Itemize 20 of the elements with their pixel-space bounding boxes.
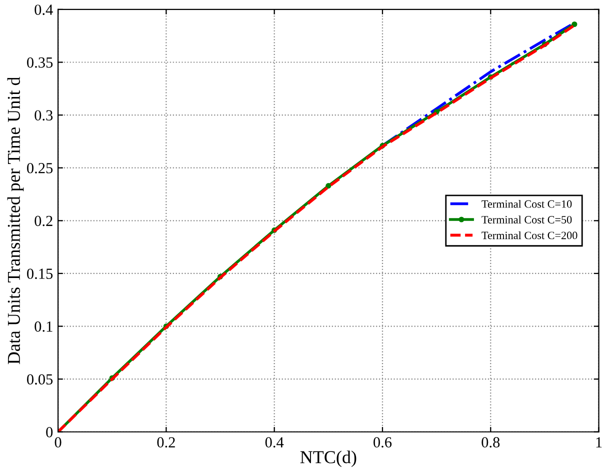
x-axis-title: NTC(d) <box>300 450 356 467</box>
y-tick-label: 0.15 <box>27 268 53 279</box>
y-tick-label: 0.2 <box>34 216 52 226</box>
x-tick-label: 0.4 <box>265 437 284 448</box>
legend-label: Terminal Cost C=200 <box>482 231 578 240</box>
y-axis-title: Data Units Transmitted per Time Unit d <box>7 76 24 364</box>
x-tick-label: 0 <box>54 437 62 448</box>
y-tick-label: 0.35 <box>27 57 53 68</box>
x-tick-label: 1 <box>596 437 602 448</box>
x-tick-label: 0.8 <box>482 437 500 448</box>
y-tick-label: 0 <box>46 427 53 438</box>
x-tick-label: 0.6 <box>374 437 392 448</box>
y-tick-label: 0.3 <box>34 110 53 121</box>
x-tick-label: 0.2 <box>157 437 175 448</box>
legend-label: Terminal Cost C=10 <box>482 200 572 208</box>
y-tick-label: 0.4 <box>34 4 53 15</box>
legend-label: Terminal Cost C=50 <box>482 216 572 224</box>
y-tick-label: 0.05 <box>27 374 53 385</box>
y-tick-label: 0.25 <box>27 162 53 174</box>
y-tick-label: 0.1 <box>34 321 52 332</box>
